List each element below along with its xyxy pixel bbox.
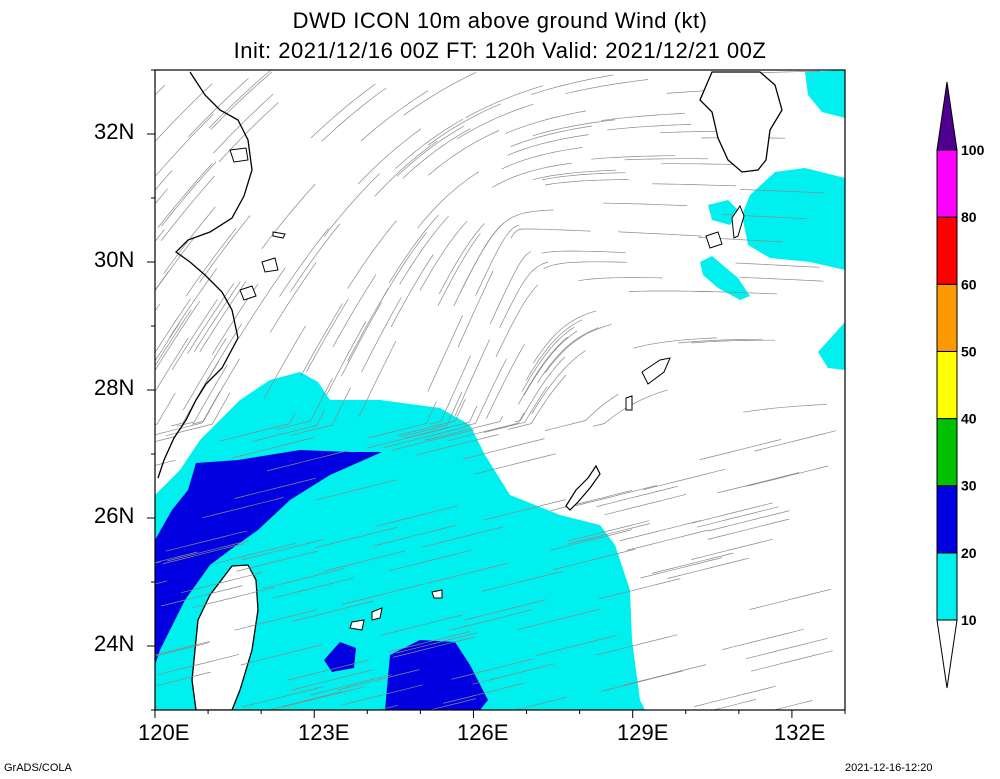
colorbar-label: 100 [961,142,985,158]
colorbar-segment [937,217,957,284]
lon-label-120e: 120E [138,720,189,746]
streamline [663,717,745,737]
lon-label-123e: 123E [298,720,349,746]
footer-timestamp: 2021-12-16-12:20 [845,762,932,774]
lat-label-28n: 28N [94,375,134,401]
island-tokunoshima [626,396,632,410]
streamline [193,711,274,731]
lat-label-26n: 26N [94,503,134,529]
lat-label-32n: 32N [94,119,134,145]
colorbar-segment [937,553,957,620]
lon-label-132e: 132E [774,720,825,746]
footer-credit: GrADS/COLA [4,762,72,774]
colorbar-label: 10 [961,612,977,628]
colorbar: 10 20 30 40 50 60 80 100 [937,82,985,688]
lon-label-129e: 129E [617,720,668,746]
colorbar-label: 30 [961,478,977,494]
island-miyako [432,590,442,598]
colorbar-low-cap [937,620,957,688]
lon-label-126e: 126E [457,720,508,746]
colorbar-label: 60 [961,276,977,292]
streamline [79,562,160,582]
streamline [114,304,160,374]
colorbar-segment [937,486,957,553]
colorbar-label: 80 [961,209,977,225]
colorbar-segment [937,284,957,351]
lat-label-24n: 24N [94,631,134,657]
colorbar-segment [937,351,957,418]
colorbar-high-cap [937,82,957,150]
colorbar-label: 50 [961,343,977,359]
colorbar-label: 20 [961,545,977,561]
lat-label-30n: 30N [94,247,134,273]
colorbar-segment [937,150,957,217]
colorbar-label: 40 [961,411,977,427]
colorbar-segment [937,419,957,486]
